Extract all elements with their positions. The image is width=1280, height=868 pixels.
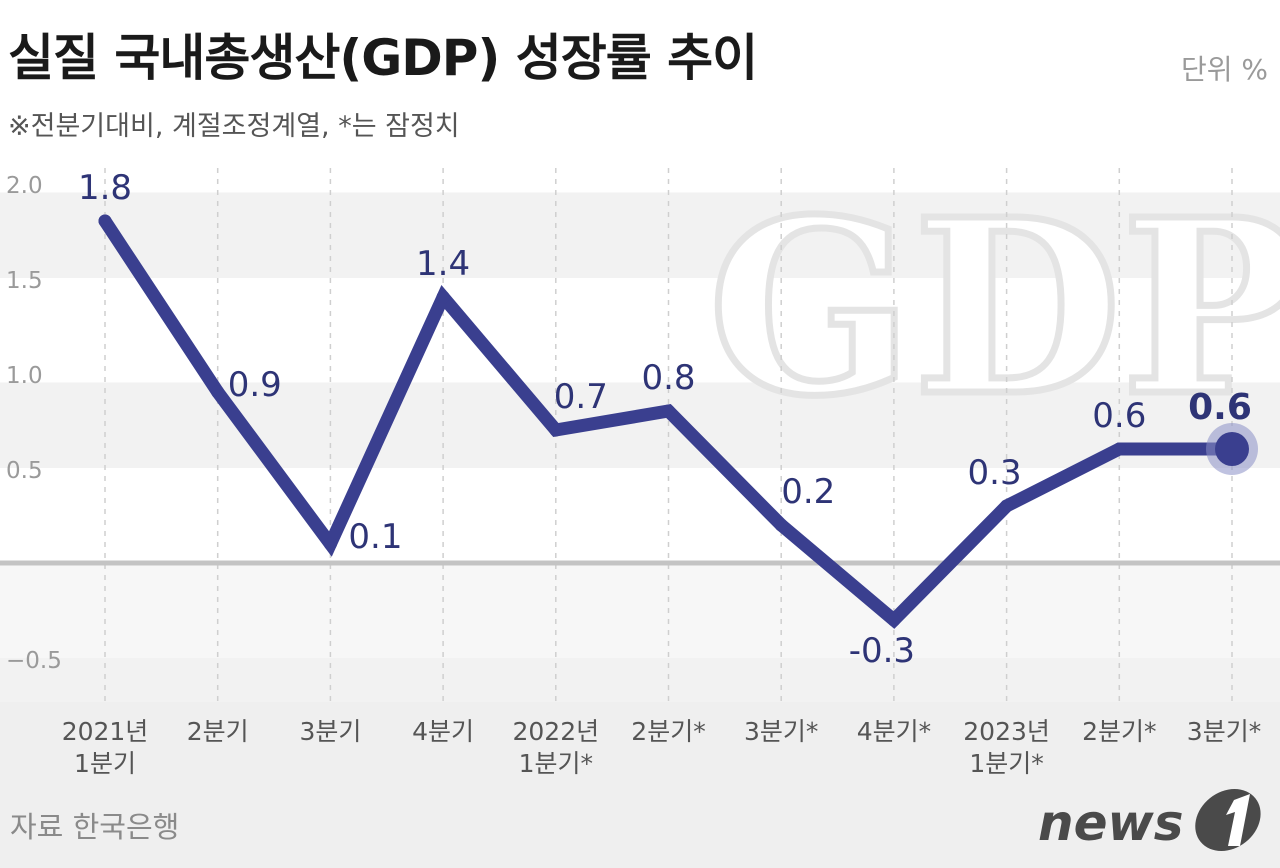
- chart-title: 실질 국내총생산(GDP) 성장률 추이: [8, 29, 758, 87]
- data-label-6: 0.2: [781, 472, 835, 512]
- vertical-guides: [104, 168, 1233, 702]
- logo-one-glyph: [1226, 794, 1250, 846]
- y-axis-ticks: 2.0 1.5 1.0 0.5 −0.5: [6, 173, 62, 674]
- data-label-8: 0.3: [968, 453, 1022, 493]
- data-points: [98, 214, 1258, 627]
- x-tick-label-4: 2022년 1분기*: [512, 717, 599, 778]
- data-point-4: [549, 423, 563, 437]
- logo-badge: [1195, 789, 1261, 851]
- x-tick-label-8: 2023년 1분기*: [963, 717, 1050, 778]
- news-logo-text: news: [1038, 794, 1183, 852]
- background-band-2: [0, 658, 1280, 702]
- x-tick-label-10: 3분기*: [1187, 717, 1261, 746]
- y-tick-label-0: 2.0: [6, 173, 43, 199]
- x-tick-label-2: 3분기: [299, 717, 361, 746]
- data-label-9: 0.6: [1092, 396, 1146, 436]
- data-point-10: [1215, 432, 1249, 466]
- y-tick-label-1: 1.5: [6, 268, 43, 294]
- x-tick-label-5: 2분기*: [631, 717, 705, 746]
- data-point-8: [1000, 499, 1014, 513]
- data-point-1: [211, 385, 225, 399]
- data-point-2: [323, 537, 337, 551]
- data-point-0: [98, 214, 112, 228]
- data-point-9: [1112, 442, 1126, 456]
- news1-logo: news: [1038, 789, 1261, 852]
- unit-label: 단위 %: [1180, 53, 1268, 86]
- y-tick-label-2: 1.0: [6, 363, 43, 389]
- data-point-5: [662, 404, 675, 418]
- x-tick-label-9: 2분기*: [1082, 717, 1156, 746]
- data-label-2: 0.1: [348, 517, 402, 557]
- x-tick-label-1: 2분기: [187, 717, 249, 746]
- x-tick-label-6: 3분기*: [744, 717, 818, 746]
- x-tick-label-7: 4분기*: [857, 717, 931, 746]
- x-axis-band: [0, 702, 1280, 868]
- data-label-3: 1.4: [416, 244, 470, 284]
- x-tick-label-0: 2021년 1분기: [62, 717, 149, 778]
- background-band-0: [0, 192, 1280, 278]
- x-axis-background: [0, 702, 1280, 868]
- background-bands: [0, 192, 1280, 702]
- data-point-7: [887, 613, 901, 627]
- data-label-5: 0.8: [641, 358, 695, 398]
- data-labels: 1.8 0.9 0.1 1.4 0.7 0.8 0.2 -0.3 0.3 0.6 0.6: [78, 168, 1252, 671]
- data-label-1: 0.9: [228, 365, 282, 405]
- source-label: 자료 한국은행: [10, 810, 180, 844]
- data-label-4: 0.7: [554, 377, 608, 417]
- y-tick-label-3: 0.5: [6, 458, 43, 484]
- data-label-0: 1.8: [78, 168, 132, 208]
- chart-subtitle: ※전분기대비, 계절조정계열, *는 잠정치: [8, 111, 460, 142]
- x-axis-labels: 2021년 1분기 2분기 3분기 4분기 2022년 1분기* 2분기* 3분기* 4분기* 20…: [62, 717, 1262, 778]
- x-tick-label-3: 4분기: [412, 717, 474, 746]
- y-tick-label-4: −0.5: [6, 648, 62, 674]
- data-point-6: [774, 518, 788, 532]
- data-point-3: [436, 290, 450, 304]
- data-label-7: -0.3: [849, 631, 915, 671]
- data-label-10: 0.6: [1188, 387, 1252, 428]
- gdp-watermark: GDP: [708, 167, 1280, 449]
